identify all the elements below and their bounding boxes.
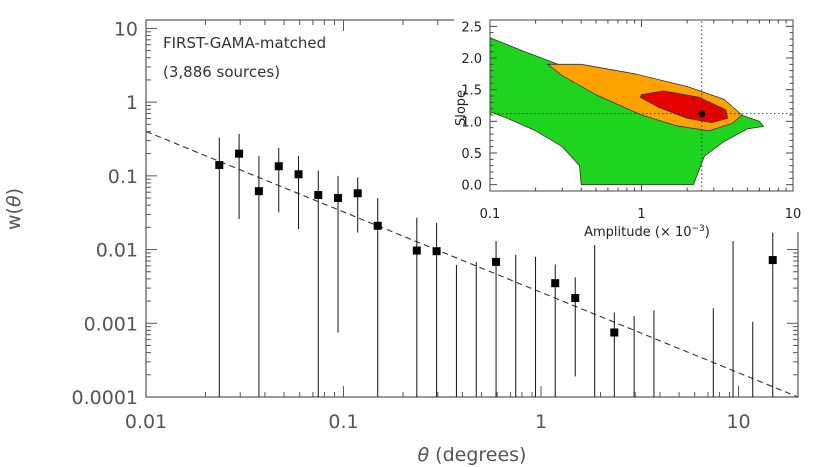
data-point (412, 246, 421, 255)
y-tick-label: 1 (126, 92, 138, 114)
data-point (274, 162, 283, 171)
data-point (353, 189, 362, 198)
x-tick-label: 1 (535, 411, 547, 433)
y-tick-label: 10 (114, 18, 138, 40)
y-axis-label-suffix: ) (3, 188, 25, 195)
inset-x-axis-label: Amplitude (× 10−3) (584, 224, 710, 240)
data-point (551, 279, 560, 288)
x-axis-label-symbol: θ (418, 444, 430, 466)
data-point (432, 247, 441, 256)
y-tick-label: 0.001 (84, 313, 138, 335)
data-point (768, 256, 777, 265)
inset-frame (489, 19, 794, 192)
inset-plot: 0.1 1 10 0.0 0.5 1.0 1.5 2.0 2.5 Slope Amplitude… (454, 14, 802, 240)
inset-x-axis-label-text: Amplitude (× 10 (584, 225, 691, 240)
data-point (571, 294, 580, 303)
best-fit-point (698, 110, 706, 118)
inset-y-tick-label: 1.5 (461, 84, 482, 99)
inset-y-tick-label: 0.0 (461, 179, 482, 194)
data-point (254, 187, 263, 196)
main-marks (145, 130, 799, 398)
inset-x-axis-label-exponent: −3 (692, 224, 705, 234)
y-axis-label: w(θ) (3, 188, 25, 230)
data-point (492, 257, 501, 266)
inset-y-tick-label: 2.5 (461, 20, 482, 35)
inset-contours (489, 20, 793, 191)
annotation-line-1: FIRST-GAMA-matched (163, 34, 326, 52)
data-point (610, 328, 619, 337)
inset-x-tick-label: 0.1 (480, 207, 501, 222)
inset-x-tick-label: 1 (637, 207, 645, 222)
data-point (294, 170, 303, 179)
y-tick-label: 0.1 (108, 166, 138, 188)
inset-x-tick-label: 10 (785, 207, 802, 222)
contour-inner (639, 90, 728, 123)
x-axis-label-text: (degrees) (429, 444, 526, 466)
y-axis-label-prefix: w( (3, 207, 25, 230)
data-point (314, 190, 323, 199)
data-point (334, 194, 343, 203)
x-tick-label: 10 (726, 411, 750, 433)
x-tick-label: 0.1 (328, 411, 358, 433)
inset-y-tick-label: 1.0 (461, 115, 482, 130)
data-point (373, 221, 382, 230)
y-tick-label: 0.0001 (72, 387, 138, 409)
fit-line (145, 130, 799, 398)
inset-y-tick-label: 0.5 (461, 147, 482, 162)
data-point (215, 161, 224, 170)
y-tick-label: 0.01 (96, 240, 138, 262)
x-tick-label: 0.01 (125, 411, 167, 433)
y-axis-label-symbol: θ (3, 195, 25, 207)
annotation-line-2: (3,886 sources) (163, 63, 280, 81)
inset-y-axis-label: Slope (454, 90, 469, 126)
inset-x-axis-label-close: ) (705, 225, 710, 240)
data-point (235, 149, 244, 158)
inset-y-tick-label: 2.0 (461, 52, 482, 67)
x-axis-label: θ (degrees) (418, 444, 527, 466)
